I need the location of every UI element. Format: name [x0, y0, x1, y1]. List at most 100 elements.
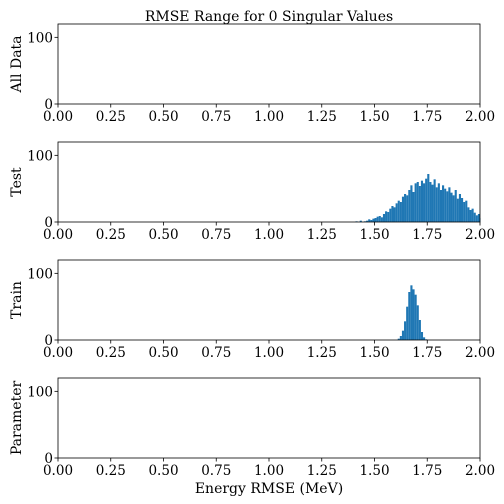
y-tick-label: 0 — [44, 451, 53, 467]
histogram-bar — [378, 216, 381, 222]
x-tick-label: 0.75 — [201, 345, 231, 361]
y-axis-label: Parameter — [9, 381, 25, 456]
x-tick-label: 1.50 — [359, 227, 389, 243]
x-tick-label: 1.75 — [412, 227, 442, 243]
histogram-bar — [446, 191, 449, 222]
histogram-bar — [393, 207, 396, 222]
histogram-bar — [372, 218, 375, 222]
x-tick-label: 1.25 — [307, 463, 337, 479]
histogram-bar — [404, 194, 407, 222]
x-tick-label: 1.75 — [412, 463, 442, 479]
x-tick-label: 0.50 — [148, 109, 178, 125]
x-tick-label: 1.75 — [412, 345, 442, 361]
x-tick-label: 2.00 — [465, 227, 495, 243]
panel-2: 0.00 0.25 0.50 0.75 1.00 1.25 1.50 1.75 2.00 0 100… — [9, 259, 495, 361]
histogram-bar — [374, 218, 377, 222]
histogram-bar — [416, 305, 419, 340]
y-tick-label: 0 — [44, 333, 53, 349]
histogram-bar — [382, 214, 386, 222]
histogram-bar — [423, 337, 426, 340]
histogram-bar — [406, 195, 409, 222]
panel-1-bars — [355, 174, 481, 222]
histogram-bar — [408, 292, 411, 340]
x-tick-label: 1.25 — [307, 109, 337, 125]
histogram-bar — [359, 220, 362, 222]
histogram-bar — [397, 200, 400, 222]
x-axis-label: Energy RMSE (MeV) — [195, 481, 343, 497]
histogram-bar — [401, 330, 405, 340]
x-tick-label: 1.50 — [359, 463, 389, 479]
histogram-bar — [439, 190, 443, 222]
x-tick-label: 0.50 — [148, 227, 178, 243]
x-tick-label: 1.50 — [359, 345, 389, 361]
panel-3-frame — [57, 377, 481, 459]
x-tick-label: 0.75 — [201, 109, 231, 125]
y-tick-label: 0 — [44, 97, 53, 113]
histogram-bar — [456, 198, 459, 222]
histogram-bar — [471, 208, 474, 222]
histogram-bar — [404, 321, 407, 340]
histogram-bar — [418, 186, 421, 222]
histogram-bar — [395, 203, 398, 222]
histogram-bar — [465, 200, 468, 222]
x-tick-label: 0.25 — [96, 463, 126, 479]
histogram-bar — [401, 196, 405, 222]
histogram-bar — [477, 214, 480, 222]
histogram-bar — [406, 306, 409, 340]
histogram-bar — [467, 207, 470, 222]
histogram-bar — [475, 215, 478, 222]
histogram-bar — [437, 183, 440, 222]
histogram-bar — [414, 183, 417, 222]
histogram-bar — [397, 338, 400, 340]
histogram-bar — [461, 198, 464, 222]
histogram-bar — [469, 210, 472, 222]
histogram-bar — [429, 182, 432, 222]
histogram-bar — [448, 187, 451, 222]
histogram-bar — [418, 320, 421, 340]
histogram-bar — [408, 190, 411, 222]
histogram-bar — [376, 216, 379, 222]
x-tick-label: 1.25 — [307, 227, 337, 243]
chart-title: RMSE Range for 0 Singular Values — [145, 9, 393, 25]
histogram-bar — [458, 194, 462, 222]
y-tick-label: 0 — [44, 215, 53, 231]
histogram-bar — [452, 195, 455, 222]
histogram-bar — [412, 192, 415, 222]
x-tick-label: 0.75 — [201, 227, 231, 243]
histogram-bar — [412, 289, 415, 340]
x-tick-label: 0.00 — [43, 463, 73, 479]
histogram-bar — [389, 208, 392, 222]
x-tick-label: 0.25 — [96, 345, 126, 361]
histogram-bar — [399, 202, 402, 222]
histogram-bar — [366, 220, 369, 222]
x-tick-label: 0.25 — [96, 109, 126, 125]
histogram-bar — [380, 217, 383, 222]
y-axis-label: Train — [9, 281, 25, 319]
y-tick-label: 100 — [27, 266, 53, 282]
y-tick-label: 100 — [27, 30, 53, 46]
x-tick-label: 0.50 — [148, 463, 178, 479]
x-tick-label: 2.00 — [465, 109, 495, 125]
histogram-bar — [410, 285, 413, 340]
y-axis-label: Test — [9, 167, 25, 197]
histogram-bar — [370, 220, 373, 222]
histogram-bar — [410, 185, 413, 222]
x-tick-label: 1.75 — [412, 109, 442, 125]
histogram-bar — [391, 206, 394, 222]
y-tick-label: 100 — [27, 384, 53, 400]
panel-2-bars — [397, 285, 428, 340]
histogram-bar — [463, 202, 466, 222]
histogram-bar — [385, 211, 388, 222]
x-tick-label: 0.00 — [43, 345, 73, 361]
histogram-bar — [368, 219, 371, 222]
x-tick-label: 1.00 — [254, 463, 284, 479]
x-tick-label: 0.00 — [43, 227, 73, 243]
histogram-bar — [416, 182, 419, 222]
x-tick-label: 2.00 — [465, 345, 495, 361]
y-axis-label: All Data — [9, 35, 25, 93]
histogram-bar — [435, 187, 438, 222]
x-tick-label: 0.25 — [96, 227, 126, 243]
y-tick-label: 100 — [27, 148, 53, 164]
panel-1: 0.00 0.25 0.50 0.75 1.00 1.25 1.50 1.75 2.00 0 100… — [9, 141, 495, 243]
